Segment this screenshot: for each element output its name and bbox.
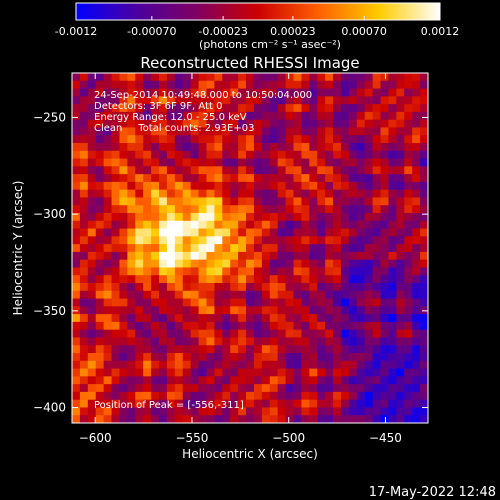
footer-date: 17-May-2022 12:48 [369, 485, 496, 500]
x-axis-label: Heliocentric X (arcsec) [182, 447, 318, 461]
y-tick-label: −350 [33, 304, 66, 318]
colorbar-ticks: -0.0012 -0.00070 -0.00023 0.00023 0.00070 0.0… [55, 16, 459, 38]
x-tick-label: −550 [175, 431, 208, 445]
heatmap-cells [72, 73, 428, 423]
colorbar-tick-label: -0.0012 [55, 25, 97, 38]
colorbar: -0.0012 -0.00070 -0.00023 0.00023 0.00070 0.0… [55, 2, 459, 51]
colorbar-tick-label: -0.00070 [127, 25, 176, 38]
plot-area: −600 −550 −500 −450 −250 −300 −350 −400 24-Sep… [33, 72, 429, 445]
x-tick-label: −600 [79, 431, 112, 445]
colorbar-tick-label: 0.0012 [421, 25, 460, 38]
annotation-block: 24-Sep-2014 10:49:48.000 to 10:50:04.000… [94, 90, 312, 134]
colorbar-tick-label: 0.00023 [270, 25, 316, 38]
y-tick-label: −400 [33, 401, 66, 415]
x-tick-label: −450 [369, 431, 402, 445]
colorbar-units-label: (photons cm⁻² s⁻¹ asec⁻²) [199, 38, 341, 51]
colorbar-tick-label: 0.00070 [341, 25, 387, 38]
y-tick-label: −250 [33, 110, 66, 124]
peak-position-label: Position of Peak = [-556,-311] [94, 400, 244, 411]
y-axis-label: Heliocentric Y (arcsec) [11, 181, 25, 316]
y-axis-ticks: −250 −300 −350 −400 [33, 110, 428, 415]
annotation-line: Clean Total counts: 2.93E+03 [94, 123, 254, 134]
y-tick-label: −300 [33, 207, 66, 221]
x-axis-ticks: −600 −550 −500 −450 [79, 73, 402, 445]
x-tick-label: −500 [272, 431, 305, 445]
annotation-line: Energy Range: 12.0 - 25.0 keV [94, 112, 247, 123]
colorbar-tick-label: -0.00023 [198, 25, 247, 38]
annotation-line: 24-Sep-2014 10:49:48.000 to 10:50:04.000 [94, 90, 312, 101]
annotation-line: Detectors: 3F 6F 9F, Att 0 [94, 101, 222, 112]
colorbar-gradient [75, 2, 441, 21]
plot-frame [71, 72, 429, 424]
chart-title: Reconstructed RHESSI Image [140, 54, 359, 72]
